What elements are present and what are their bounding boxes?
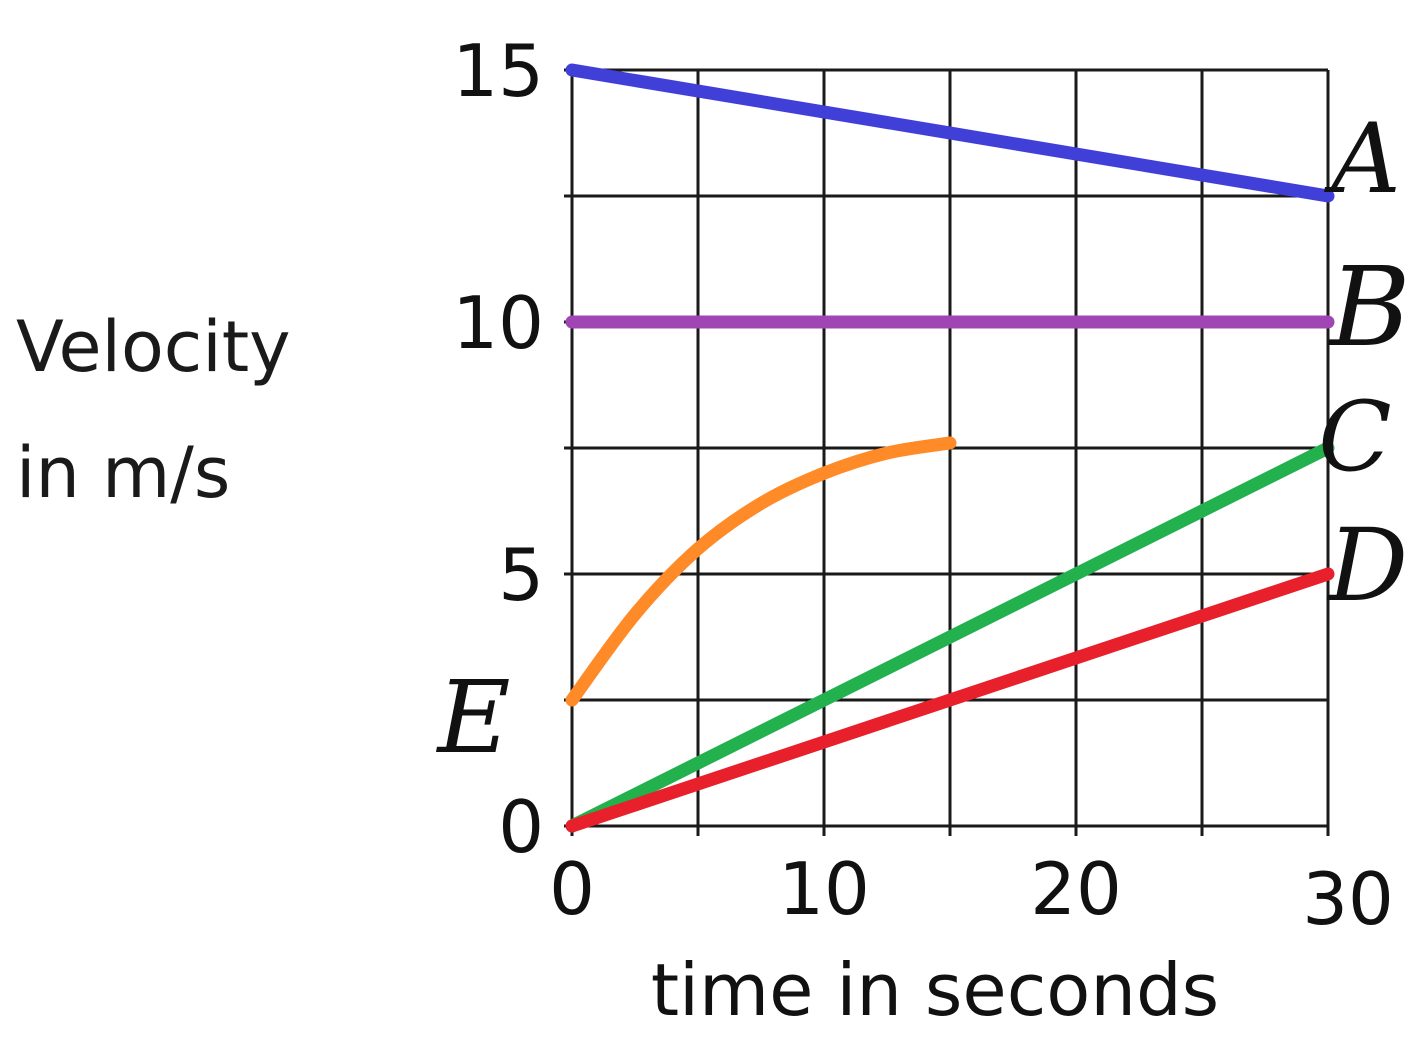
x-axis-label: time in seconds bbox=[651, 948, 1219, 1032]
x-tick-label: 0 bbox=[549, 847, 595, 931]
tick-labels: 0 5 10 15 0 10 20 30 bbox=[452, 29, 1393, 941]
series-label-c: C bbox=[1318, 381, 1391, 493]
y-tick-label: 0 bbox=[498, 785, 544, 869]
series-line-a bbox=[565, 63, 1335, 203]
series-label-b: B bbox=[1328, 243, 1411, 371]
series-label-d: D bbox=[1326, 507, 1408, 624]
x-tick-label: 30 bbox=[1302, 857, 1394, 941]
x-tick-label: 10 bbox=[778, 847, 870, 931]
y-axis-label-line-2: in m/s bbox=[16, 432, 231, 514]
series-label-e: E bbox=[436, 659, 511, 776]
series-line-c bbox=[565, 441, 1335, 833]
series-label-a: A bbox=[1323, 103, 1400, 215]
y-tick-label: 15 bbox=[452, 29, 544, 113]
grid bbox=[564, 68, 1330, 836]
series-line-d bbox=[565, 567, 1335, 833]
series-layer bbox=[565, 63, 1335, 833]
x-tick-label: 20 bbox=[1030, 847, 1122, 931]
y-axis-label-line-1: Velocity bbox=[16, 306, 291, 388]
series-line-e bbox=[565, 436, 957, 707]
y-tick-label: 5 bbox=[498, 533, 544, 617]
y-tick-label: 10 bbox=[452, 281, 544, 365]
